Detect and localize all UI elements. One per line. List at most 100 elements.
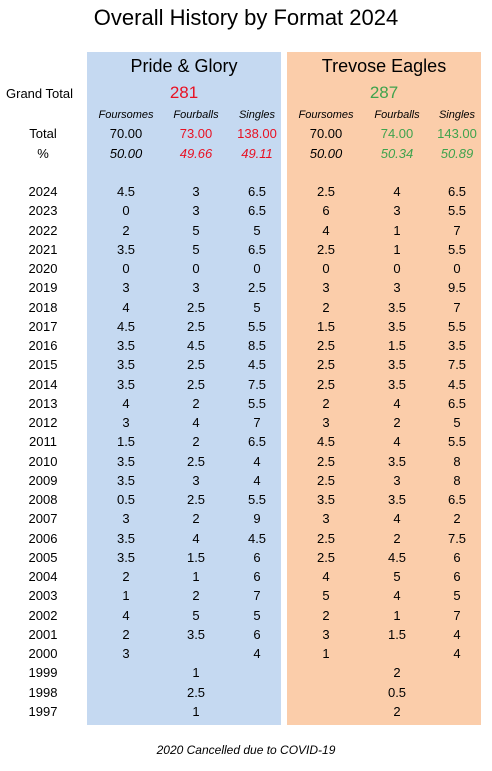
score-cell: 4 — [253, 454, 261, 469]
column-header: Fourballs — [374, 109, 420, 121]
score-cell: 0 — [122, 203, 130, 218]
score-cell: 4 — [122, 300, 130, 315]
year-label: 2021 — [28, 242, 58, 257]
score-cell: 6 — [253, 569, 261, 584]
score-cell: 5 — [192, 608, 200, 623]
score-cell: 3.5 — [387, 492, 407, 507]
score-cell: 1.5 — [387, 338, 407, 353]
score-cell: 2.5 — [186, 685, 206, 700]
score-cell: 2.5 — [186, 357, 206, 372]
score-cell: 7.5 — [447, 357, 467, 372]
score-cell: 2 — [393, 415, 401, 430]
year-label: 2020 — [28, 261, 58, 276]
score-cell: 0 — [253, 261, 261, 276]
score-cell: 2 — [192, 588, 200, 603]
score-cell: 0 — [393, 261, 401, 276]
year-label: 2008 — [28, 492, 58, 507]
column-header: Foursomes — [298, 109, 354, 121]
score-cell: 6.5 — [247, 203, 267, 218]
team-name-trevose-eagles: Trevose Eagles — [321, 56, 447, 76]
percent-value: 50.89 — [440, 146, 474, 161]
score-cell: 3.5 — [116, 473, 136, 488]
score-cell: 3.5 — [387, 319, 407, 334]
year-label: 2017 — [28, 319, 58, 334]
score-cell: 9 — [253, 511, 261, 526]
trevose-eagles-column-background — [287, 52, 481, 725]
score-cell: 4 — [393, 396, 401, 411]
year-label: 2019 — [28, 280, 58, 295]
column-header: Fourballs — [173, 109, 219, 121]
score-cell: 4 — [393, 434, 401, 449]
percent-label: % — [37, 146, 49, 161]
score-cell: 7.5 — [447, 531, 467, 546]
score-cell: 5 — [192, 242, 200, 257]
score-cell: 4 — [393, 184, 401, 199]
year-label: 2013 — [28, 396, 58, 411]
score-cell: 0.5 — [116, 492, 136, 507]
total-value: 138.00 — [237, 126, 277, 141]
footnote: 2020 Cancelled due to COVID-19 — [156, 743, 336, 757]
score-cell: 4.5 — [116, 184, 136, 199]
score-cell: 5.5 — [447, 319, 467, 334]
score-cell: 2.5 — [316, 550, 336, 565]
score-cell: 3 — [122, 415, 130, 430]
year-label: 2022 — [28, 223, 58, 238]
score-cell: 1 — [393, 223, 401, 238]
year-label: 2004 — [28, 569, 58, 584]
score-cell: 7.5 — [247, 377, 267, 392]
score-cell: 2 — [122, 569, 130, 584]
score-cell: 5.5 — [247, 319, 267, 334]
score-cell: 4 — [393, 511, 401, 526]
score-cell: 2 — [192, 511, 200, 526]
score-cell: 3 — [393, 473, 401, 488]
total-value: 74.00 — [380, 126, 414, 141]
score-cell: 3.5 — [447, 338, 467, 353]
score-cell: 5 — [253, 223, 261, 238]
score-cell: 3 — [122, 646, 130, 661]
score-cell: 6 — [453, 550, 461, 565]
score-cell: 2 — [322, 300, 330, 315]
grand-total-trevose-eagles: 287 — [369, 83, 399, 102]
score-cell: 5 — [322, 588, 330, 603]
percent-value: 50.00 — [309, 146, 343, 161]
score-cell: 5 — [253, 300, 261, 315]
score-cell: 4 — [122, 396, 130, 411]
score-cell: 2 — [453, 511, 461, 526]
score-cell: 4 — [122, 608, 130, 623]
page-title: Overall History by Format 2024 — [93, 5, 399, 30]
score-cell: 3 — [122, 511, 130, 526]
percent-value: 50.00 — [109, 146, 143, 161]
score-cell: 3 — [322, 511, 330, 526]
score-cell: 2 — [322, 608, 330, 623]
score-cell: 2 — [192, 434, 200, 449]
year-label: 2003 — [28, 588, 58, 603]
score-cell: 3.5 — [116, 242, 136, 257]
score-cell: 3 — [192, 473, 200, 488]
score-cell: 3 — [192, 184, 200, 199]
score-cell: 1.5 — [316, 319, 336, 334]
score-cell: 2.5 — [316, 473, 336, 488]
score-cell: 2.5 — [316, 242, 336, 257]
score-cell: 3 — [393, 203, 401, 218]
score-cell: 3.5 — [116, 531, 136, 546]
total-value: 70.00 — [109, 126, 143, 141]
score-cell: 8 — [453, 454, 461, 469]
pride-glory-column-background — [87, 52, 281, 725]
score-cell: 3.5 — [387, 300, 407, 315]
year-label: 2015 — [28, 357, 58, 372]
score-cell: 4.5 — [447, 377, 467, 392]
score-cell: 4.5 — [116, 319, 136, 334]
score-cell: 2 — [122, 223, 130, 238]
score-cell: 1 — [192, 665, 200, 680]
score-cell: 2 — [393, 704, 401, 719]
score-cell: 1.5 — [186, 550, 206, 565]
score-cell: 4 — [253, 646, 261, 661]
total-value: 143.00 — [437, 126, 477, 141]
year-label: 2002 — [28, 608, 58, 623]
score-cell: 0 — [122, 261, 130, 276]
score-cell: 2.5 — [186, 454, 206, 469]
year-label: 2006 — [28, 531, 58, 546]
score-cell: 1 — [393, 242, 401, 257]
year-label: 2011 — [29, 434, 57, 449]
year-label: 2005 — [28, 550, 58, 565]
